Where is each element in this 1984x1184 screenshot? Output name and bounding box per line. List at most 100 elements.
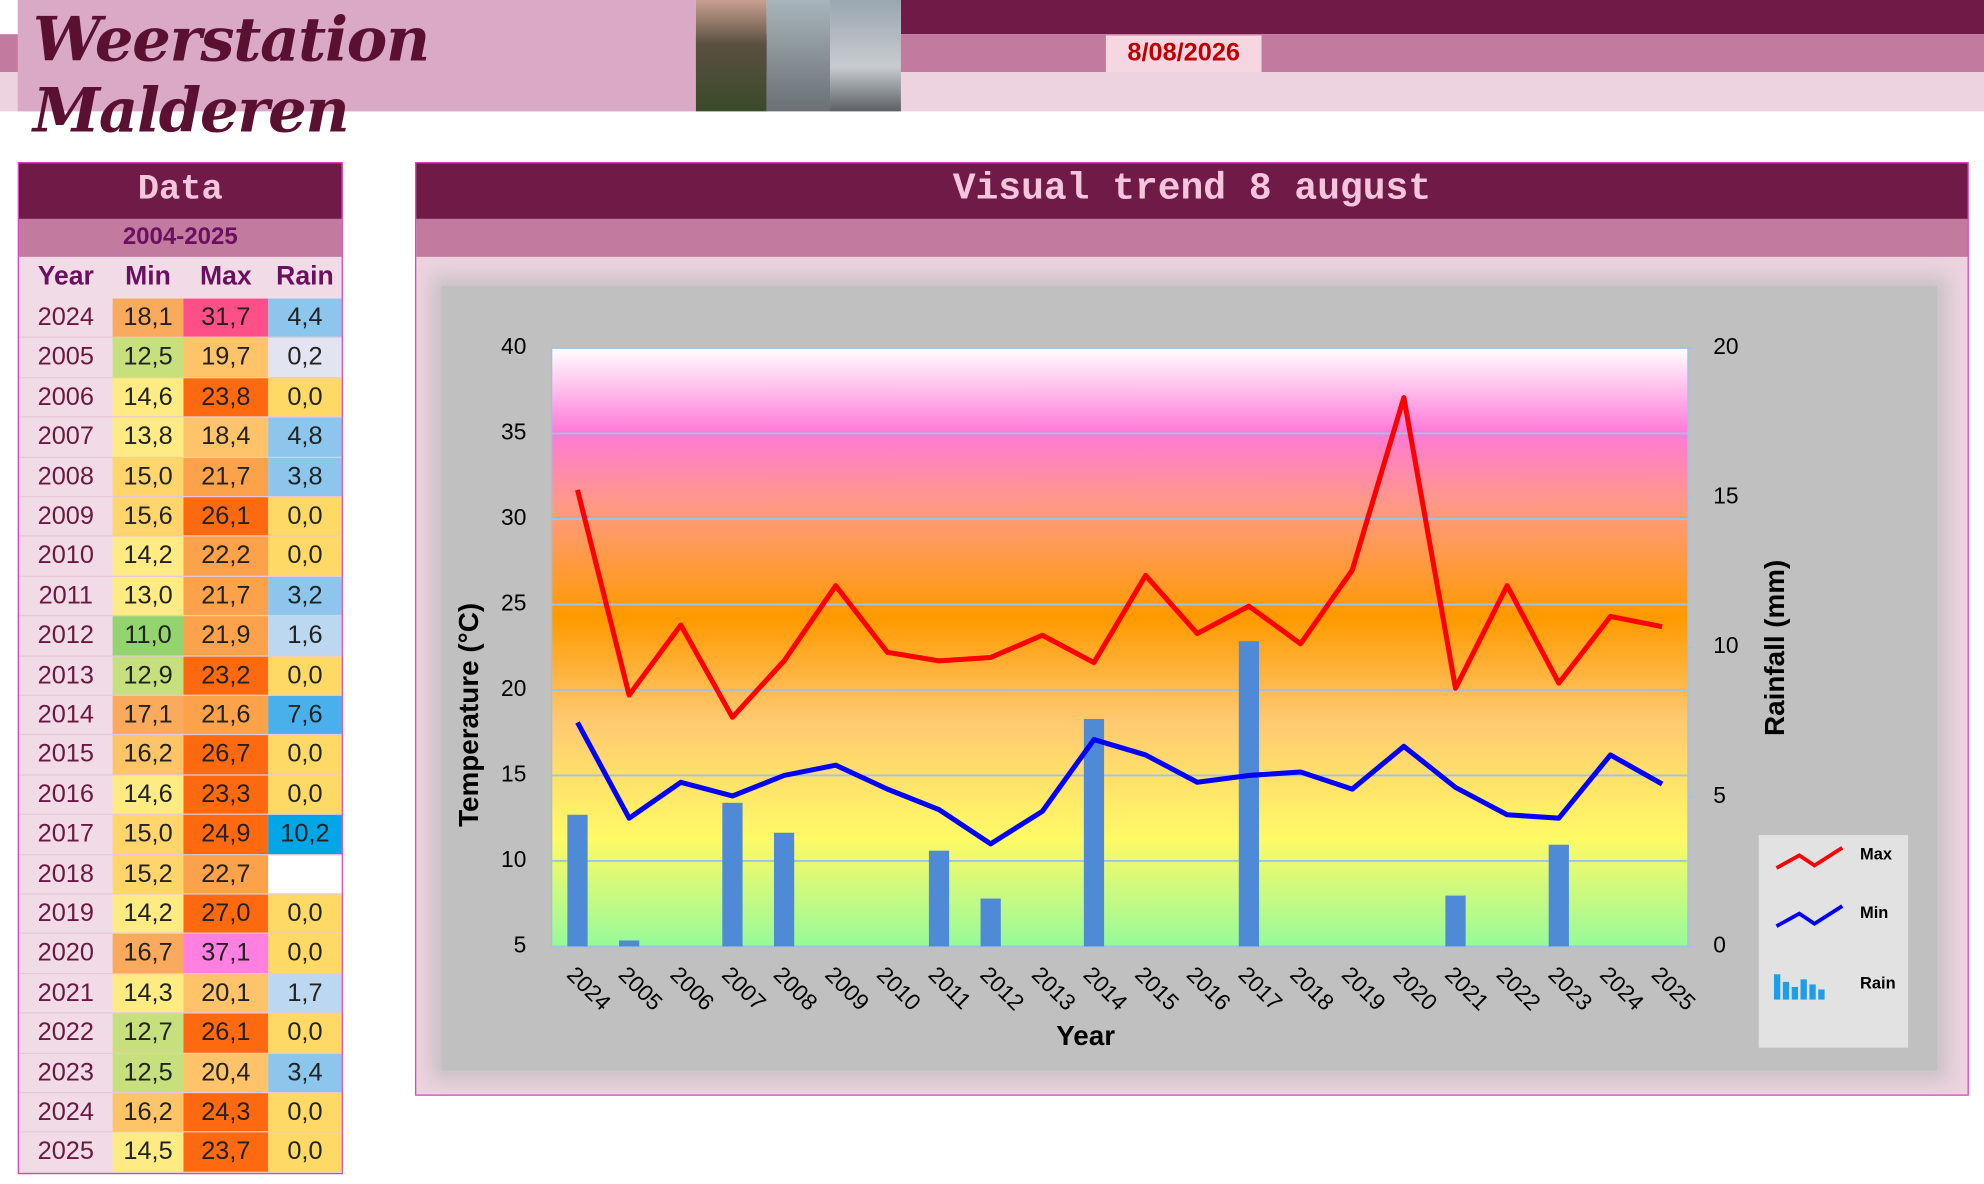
line-min bbox=[575, 721, 1664, 847]
value-cell: 10,2 bbox=[268, 815, 342, 855]
photo bbox=[766, 0, 831, 112]
y2-tick-label: 10 bbox=[1713, 632, 1738, 658]
x-tick-label: 2014 bbox=[1079, 961, 1133, 1015]
x-tick-label: 2019 bbox=[1337, 961, 1391, 1015]
value-cell: 20,4 bbox=[183, 1053, 269, 1094]
value-cell: 26,1 bbox=[183, 1013, 269, 1054]
x-tick-label: 2012 bbox=[975, 961, 1029, 1015]
legend-icon bbox=[1775, 846, 1844, 870]
y-axis-title: Temperature (°C) bbox=[453, 603, 484, 827]
y-tick-label: 25 bbox=[501, 589, 526, 615]
rain-bar bbox=[773, 832, 795, 947]
date: 8/08/2026 bbox=[1105, 35, 1262, 73]
rain-bar bbox=[980, 898, 1001, 947]
year-cell: 2006 bbox=[18, 378, 113, 418]
value-cell: 17,1 bbox=[112, 695, 184, 736]
rain-bar bbox=[1548, 844, 1569, 947]
value-cell: 16,2 bbox=[112, 735, 184, 776]
photo bbox=[695, 0, 767, 112]
value-cell: 21,6 bbox=[183, 695, 269, 736]
value-cell: 0,0 bbox=[268, 1013, 342, 1054]
y-tick-label: 30 bbox=[501, 504, 526, 530]
year-cell: 2013 bbox=[18, 656, 113, 696]
value-cell: 15,0 bbox=[112, 815, 184, 855]
value-cell: 0,0 bbox=[268, 775, 342, 816]
value-cell: 16,2 bbox=[112, 1093, 184, 1133]
value-cell: 37,1 bbox=[183, 934, 269, 975]
value-cell: 0,0 bbox=[268, 1132, 342, 1173]
year-cell: 2010 bbox=[18, 537, 113, 577]
y2-tick-label: 15 bbox=[1713, 483, 1738, 509]
year-cell: 2012 bbox=[18, 616, 113, 657]
value-cell: 3,8 bbox=[268, 457, 342, 498]
year-cell: 2009 bbox=[18, 497, 113, 537]
x-tick-label: 2024 bbox=[562, 961, 616, 1015]
value-cell: 0,0 bbox=[268, 894, 342, 935]
year-cell: 2008 bbox=[18, 458, 113, 498]
year-cell: 2015 bbox=[18, 736, 113, 776]
x-tick-label: 2008 bbox=[769, 961, 823, 1015]
value-cell: 22,2 bbox=[183, 536, 269, 577]
year-cell: 2014 bbox=[18, 696, 113, 736]
value-cell: 1,7 bbox=[268, 974, 342, 1014]
value-cell: 0,0 bbox=[268, 536, 342, 577]
value-cell: 0,0 bbox=[268, 1093, 342, 1133]
value-cell: 11,0 bbox=[112, 616, 184, 657]
value-cell: 31,7 bbox=[183, 298, 269, 339]
legend-icon bbox=[1791, 986, 1799, 1000]
legend-icon bbox=[1782, 981, 1790, 1000]
chart-title: Visual trend 8 august bbox=[416, 163, 1968, 219]
value-cell: 12,5 bbox=[112, 338, 184, 379]
x-tick-label: 2006 bbox=[665, 961, 719, 1015]
x-tick-label: 2021 bbox=[1440, 961, 1494, 1015]
x-tick-label: 2020 bbox=[1388, 961, 1442, 1015]
value-cell: 0,0 bbox=[268, 934, 342, 975]
value-cell: 0,0 bbox=[268, 656, 342, 696]
year-cell: 2016 bbox=[18, 775, 113, 816]
value-cell: 20,1 bbox=[183, 974, 269, 1014]
value-cell: 1,6 bbox=[268, 616, 342, 657]
x-tick-label: 2015 bbox=[1130, 961, 1184, 1015]
value-cell: 23,8 bbox=[183, 378, 269, 418]
x-tick-label: 2022 bbox=[1492, 961, 1546, 1015]
value-cell: 23,7 bbox=[183, 1132, 269, 1173]
value-cell: 19,7 bbox=[183, 338, 269, 379]
photo bbox=[830, 0, 901, 112]
rain-bar bbox=[1083, 719, 1105, 947]
value-cell: 26,7 bbox=[183, 735, 269, 776]
value-cell: 14,2 bbox=[112, 536, 184, 577]
year-cell: 2024 bbox=[18, 299, 113, 339]
x-tick-label: 2011 bbox=[924, 961, 977, 1014]
legend-label: Max bbox=[1860, 846, 1893, 864]
x-tick-label: 2009 bbox=[820, 961, 874, 1015]
value-cell: 14,5 bbox=[112, 1132, 184, 1173]
line-max bbox=[575, 395, 1663, 720]
column-header: Rain bbox=[276, 261, 334, 292]
value-cell: 26,1 bbox=[183, 497, 269, 537]
value-cell: 21,7 bbox=[183, 576, 269, 617]
rain-bar bbox=[1445, 895, 1466, 947]
legend-icon bbox=[1773, 974, 1781, 1000]
value-cell: 16,7 bbox=[112, 934, 184, 975]
column-header: Year bbox=[37, 261, 94, 292]
value-cell: 27,0 bbox=[183, 894, 269, 935]
column-header: Min bbox=[125, 261, 171, 292]
year-cell: 2005 bbox=[18, 338, 113, 379]
table-period: 2004-2025 bbox=[18, 218, 342, 257]
value-cell: 13,8 bbox=[112, 417, 184, 458]
value-cell: 4,4 bbox=[268, 298, 342, 339]
value-cell: 22,7 bbox=[183, 854, 269, 895]
x-tick-label: 2025 bbox=[1647, 961, 1701, 1015]
y2-tick-label: 20 bbox=[1713, 333, 1738, 359]
x-tick-label: 2016 bbox=[1182, 961, 1236, 1015]
year-cell: 2019 bbox=[18, 895, 113, 935]
rain-bar bbox=[928, 850, 950, 947]
data-table: Data 2004-2025 Year Min Max Rain 2024 18,1 31,… bbox=[17, 161, 343, 1175]
y-tick-label: 15 bbox=[501, 760, 526, 786]
value-cell: 24,3 bbox=[183, 1093, 269, 1133]
value-cell: 12,7 bbox=[112, 1013, 184, 1054]
value-cell bbox=[268, 854, 342, 895]
